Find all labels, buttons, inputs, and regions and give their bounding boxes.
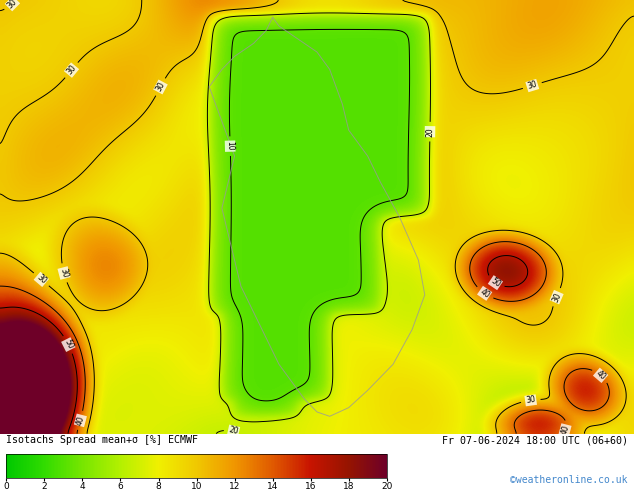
Text: Isotachs Spread mean+σ [%] ECMWF: Isotachs Spread mean+σ [%] ECMWF <box>6 435 198 445</box>
Text: 30: 30 <box>58 267 70 279</box>
Text: 30: 30 <box>526 80 538 91</box>
Text: 30: 30 <box>550 291 562 303</box>
Text: 40: 40 <box>478 287 491 300</box>
Text: 20: 20 <box>228 425 239 437</box>
Text: 40: 40 <box>75 415 86 426</box>
Text: 40: 40 <box>594 369 607 382</box>
Text: Fr 07-06-2024 18:00 UTC (06+60): Fr 07-06-2024 18:00 UTC (06+60) <box>442 435 628 445</box>
Text: 40: 40 <box>559 424 571 436</box>
Text: 50: 50 <box>489 276 502 289</box>
Text: 30: 30 <box>154 80 167 94</box>
Text: 30: 30 <box>35 273 48 286</box>
Text: 10: 10 <box>226 141 235 151</box>
Text: 30: 30 <box>6 0 19 10</box>
Text: 20: 20 <box>425 127 434 137</box>
Text: 30: 30 <box>525 395 536 405</box>
Text: 50: 50 <box>62 338 75 351</box>
Text: ©weatheronline.co.uk: ©weatheronline.co.uk <box>510 475 628 485</box>
Text: 30: 30 <box>65 64 78 77</box>
